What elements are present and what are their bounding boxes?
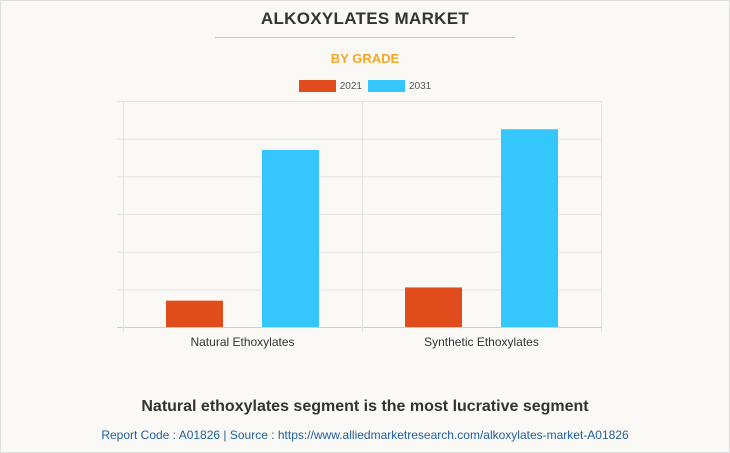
- legend-swatch-2021: [298, 80, 336, 92]
- legend-label-2021: 2021: [339, 80, 362, 92]
- bar-2021[interactable]: [166, 300, 223, 327]
- legend-label-2031: 2031: [409, 80, 432, 92]
- bar-2021[interactable]: [405, 287, 462, 327]
- x-tick-label: Natural Ethoxylates: [190, 335, 294, 349]
- chart-caption: Natural ethoxylates segment is the most …: [141, 398, 589, 415]
- bar-2031[interactable]: [262, 149, 319, 327]
- legend-item-2021[interactable]: 2021: [298, 80, 362, 92]
- legend-swatch-2031: [368, 80, 405, 92]
- source-citation[interactable]: Report Code : A01826 | Source : https://…: [101, 428, 629, 442]
- bar-2031[interactable]: [501, 129, 558, 327]
- x-tick-label: Synthetic Ethoxylates: [424, 335, 539, 349]
- chart-subtitle: BY GRADE: [330, 51, 400, 66]
- chart-title: ALKOXYLATES MARKET: [260, 9, 470, 28]
- chart-legend: 2021 2031: [0, 80, 730, 92]
- title-divider: [215, 37, 515, 38]
- legend-item-2031[interactable]: 2031: [368, 80, 431, 92]
